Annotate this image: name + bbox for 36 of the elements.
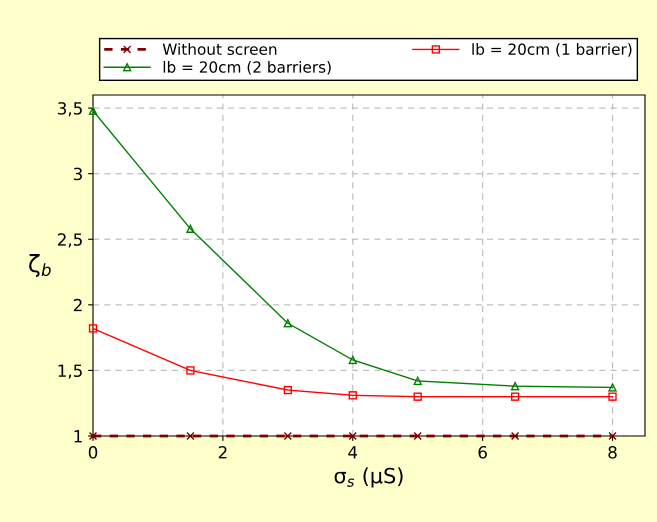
point (348, 432, 357, 440)
legend-label: Without screen (162, 43, 276, 55)
legend-label: lb = 20cm (1 barrier) (472, 43, 632, 57)
x-tick-label: 2 (218, 446, 227, 458)
point (414, 432, 422, 440)
point (284, 386, 292, 394)
x-tick-label: 8 (608, 446, 617, 459)
point (608, 383, 617, 392)
y-tick-label: 2 (74, 298, 82, 312)
point (186, 366, 195, 375)
point (414, 376, 422, 386)
y-tick-label: 2,5 (58, 233, 82, 248)
x-tick-label: 0 (88, 446, 98, 459)
point (88, 324, 98, 333)
point (284, 319, 292, 328)
point (348, 391, 357, 400)
point (414, 392, 422, 401)
point (284, 432, 292, 440)
x-axis-title: σ$_{s}$ (μS) (334, 467, 403, 488)
point (348, 356, 357, 364)
y-tick-label: 3 (74, 168, 82, 180)
point (186, 224, 195, 233)
x-tick-label: 4 (348, 446, 358, 458)
y-tick-label: 3,5 (58, 102, 82, 116)
point (510, 392, 520, 401)
point (608, 432, 617, 440)
point (186, 432, 195, 440)
y-axis-title: ζ$_{b}$ (29, 254, 51, 277)
point (510, 432, 520, 440)
point (608, 392, 617, 401)
point (88, 106, 98, 115)
y-tick-label: 1,5 (58, 364, 82, 379)
legend-label: lb = 20cm (2 barriers) (164, 60, 331, 75)
x-tick-label: 6 (478, 446, 487, 459)
y-tick-label: 1 (74, 430, 82, 442)
point (510, 382, 520, 390)
